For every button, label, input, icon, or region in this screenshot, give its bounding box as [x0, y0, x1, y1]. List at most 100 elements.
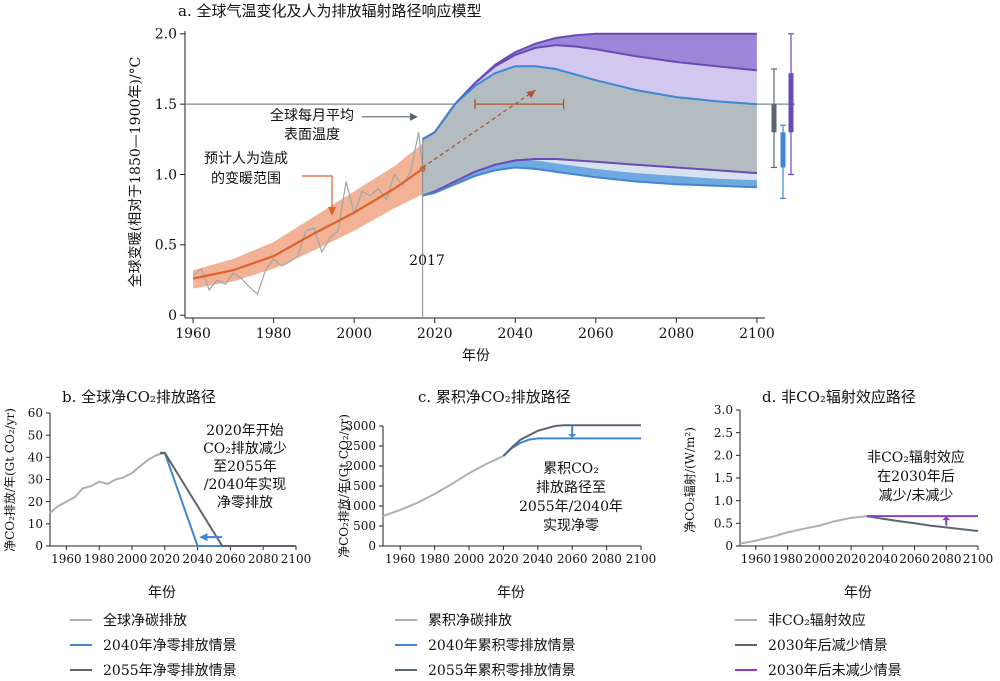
panel-a-ylabel: 全球变暖(相对于1850—1900年)/°C — [127, 57, 144, 288]
x-tick-label: 2100 — [963, 552, 994, 566]
x-tick-label: 2020 — [836, 552, 867, 566]
y-tick-label: 1000 — [345, 499, 376, 513]
y-tick-label: 0.5 — [155, 238, 177, 254]
series-line — [159, 451, 296, 547]
panel-d-annotation-line-3: 减少/未减少 — [879, 488, 954, 504]
panel-a-annotations: 全球每月平均 表面温度 预计人为造成 的变暖范围 2017 — [204, 107, 445, 269]
legend-label-nonco2: 非CO₂辐射效应 — [768, 612, 866, 629]
side-bar-box — [780, 132, 786, 168]
x-tick-label: 1980 — [772, 552, 803, 566]
x-tick-label: 2060 — [899, 552, 930, 566]
y-tick-label: 30 — [28, 473, 43, 487]
legend-label-noreduce: 2030年后未减少情景 — [768, 663, 902, 679]
panel-c-annotation-line-1: 累积CO₂ — [543, 461, 599, 477]
panel-a-title: a. 全球气温变化及人为排放辐射路径响应模型 — [178, 2, 481, 20]
y-tick-label: 1500 — [345, 479, 376, 493]
y-tick-label: 20 — [28, 495, 43, 509]
human-callout-arrow — [328, 207, 336, 216]
panel-b-legend: 全球净碳排放 2040年净零排放情景 2055年净零排放情景 — [70, 612, 237, 679]
panel-d-title: d. 非CO₂辐射效应路径 — [762, 388, 916, 406]
trend-extension-dashed — [422, 89, 536, 169]
series-line — [382, 455, 504, 517]
annotation-human-line-1: 预计人为造成 — [204, 151, 288, 167]
legend-label-cumulative: 累积净碳排放 — [428, 613, 512, 629]
panel-d-ticks: 1960 1980 2000 2020 2040 2060 2080 2100 0 0.5 1.0 1… — [714, 403, 993, 566]
y-tick-label: 1.5 — [155, 97, 177, 113]
legend-label-global-net: 全球净碳排放 — [103, 612, 187, 629]
panel-d-annotation-line-1: 非CO₂辐射效应 — [867, 449, 965, 466]
y-tick-label: 2.0 — [714, 449, 733, 463]
y-tick-label: 3000 — [345, 419, 376, 433]
annotation-human-line-2: 的变暖范围 — [211, 170, 281, 187]
x-tick-label: 2000 — [336, 326, 372, 342]
panel-b-title: b. 全球净CO₂排放路径 — [62, 388, 216, 406]
x-tick-label: 2040 — [182, 552, 213, 566]
y-tick-label: 1.0 — [155, 167, 177, 183]
x-tick-label: 1960 — [175, 326, 211, 342]
trend-extension-arrowhead — [526, 90, 536, 99]
y-tick-label: 500 — [353, 519, 376, 533]
series-line — [739, 515, 868, 545]
panel-a: a. 全球气温变化及人为排放辐射路径响应模型 全球变暖(相对于1850—1900… — [127, 2, 795, 364]
human-induced-central — [192, 167, 424, 280]
panel-b-xlabel: 年份 — [148, 585, 176, 601]
y-tick-label: 10 — [28, 517, 43, 531]
panel-c-xlabel: 年份 — [497, 585, 525, 601]
panel-c-arrowhead — [568, 434, 577, 438]
panel-c-plot — [382, 424, 641, 517]
x-tick-label: 2100 — [739, 326, 775, 342]
x-tick-label: 2000 — [117, 552, 148, 566]
x-tick-label: 2100 — [626, 552, 657, 566]
x-tick-label: 2100 — [281, 552, 312, 566]
y-tick-label: 0.5 — [714, 517, 733, 531]
panel-b: b. 全球净CO₂排放路径 净CO₂排放/年(Gt CO₂/yr) 年份 196… — [2, 388, 311, 679]
y-tick-label: 3.0 — [714, 403, 733, 417]
y-tick-label: 0 — [368, 539, 376, 553]
panel-b-annotation-line-3: 至2055年 — [213, 459, 277, 475]
side-bar-box — [771, 104, 777, 133]
legend-label-reduce: 2030年后减少情景 — [768, 638, 888, 654]
x-tick-label: 2020 — [150, 552, 181, 566]
human-callout-line — [302, 175, 333, 210]
line-blue-upper — [422, 65, 757, 141]
panel-c-legend: 累积净碳排放 2040年累积零排放情景 2055年累积零排放情景 — [395, 613, 576, 679]
x-tick-label: 2060 — [215, 552, 246, 566]
side-bar-box — [788, 73, 794, 133]
annotation-observed-line-1: 全球每月平均 — [270, 107, 354, 124]
marker-year-label: 2017 — [409, 253, 445, 269]
legend-label-cum-2040: 2040年累积零排放情景 — [428, 638, 576, 654]
y-tick-label: 50 — [28, 428, 43, 442]
x-tick-label: 1960 — [741, 552, 772, 566]
series-line — [502, 437, 641, 457]
series-line — [49, 451, 166, 514]
series-line — [502, 424, 641, 457]
y-tick-label: 0 — [35, 539, 43, 553]
x-tick-label: 2080 — [591, 552, 622, 566]
panel-a-ticks: 1960 1980 2000 2020 2040 2060 2080 2100 0 0.5 1.0 1… — [155, 27, 775, 342]
y-tick-label: 40 — [28, 451, 43, 465]
panel-c-ticks: 1960 1980 2000 2020 2040 2060 2080 210005001000… — [345, 419, 656, 566]
y-tick-label: 2500 — [345, 439, 376, 453]
x-tick-label: 2080 — [931, 552, 962, 566]
x-tick-label: 1980 — [84, 552, 115, 566]
x-tick-label: 2000 — [454, 552, 485, 566]
legend-label-2055: 2055年净零排放情景 — [103, 663, 237, 679]
y-tick-label: 0 — [168, 308, 177, 324]
panel-d-xlabel: 年份 — [844, 585, 872, 601]
panel-b-ticks: 1960 1980 2000 2020 2040 2060 2080 2100 0 10 20 30 4… — [28, 406, 312, 566]
panel-c-ylabel: 净CO₂排放/年(Gt CO₂/yr) — [336, 414, 351, 558]
band-gray-central — [422, 66, 757, 196]
panel-d-arrowhead — [942, 516, 951, 521]
x-tick-label: 2080 — [659, 326, 695, 342]
panel-d-annotation: 非CO₂辐射效应 在2030年后 减少/未减少 — [867, 449, 965, 504]
panel-d: d. 非CO₂辐射效应路径 净CO₂辐射/(W/m²) 年份 1960 1980 2… — [682, 388, 993, 679]
x-tick-label: 2020 — [488, 552, 519, 566]
band-blue-lower — [422, 160, 757, 196]
x-tick-label: 1960 — [385, 552, 416, 566]
legend-label-2040: 2040年净零排放情景 — [103, 638, 237, 654]
panel-d-ylabel: 净CO₂辐射/(W/m²) — [682, 427, 697, 533]
x-tick-label: 1960 — [51, 552, 82, 566]
x-tick-label: 2080 — [248, 552, 279, 566]
series-line — [866, 515, 979, 532]
panel-c-title: c. 累积净CO₂排放路径 — [418, 388, 571, 406]
